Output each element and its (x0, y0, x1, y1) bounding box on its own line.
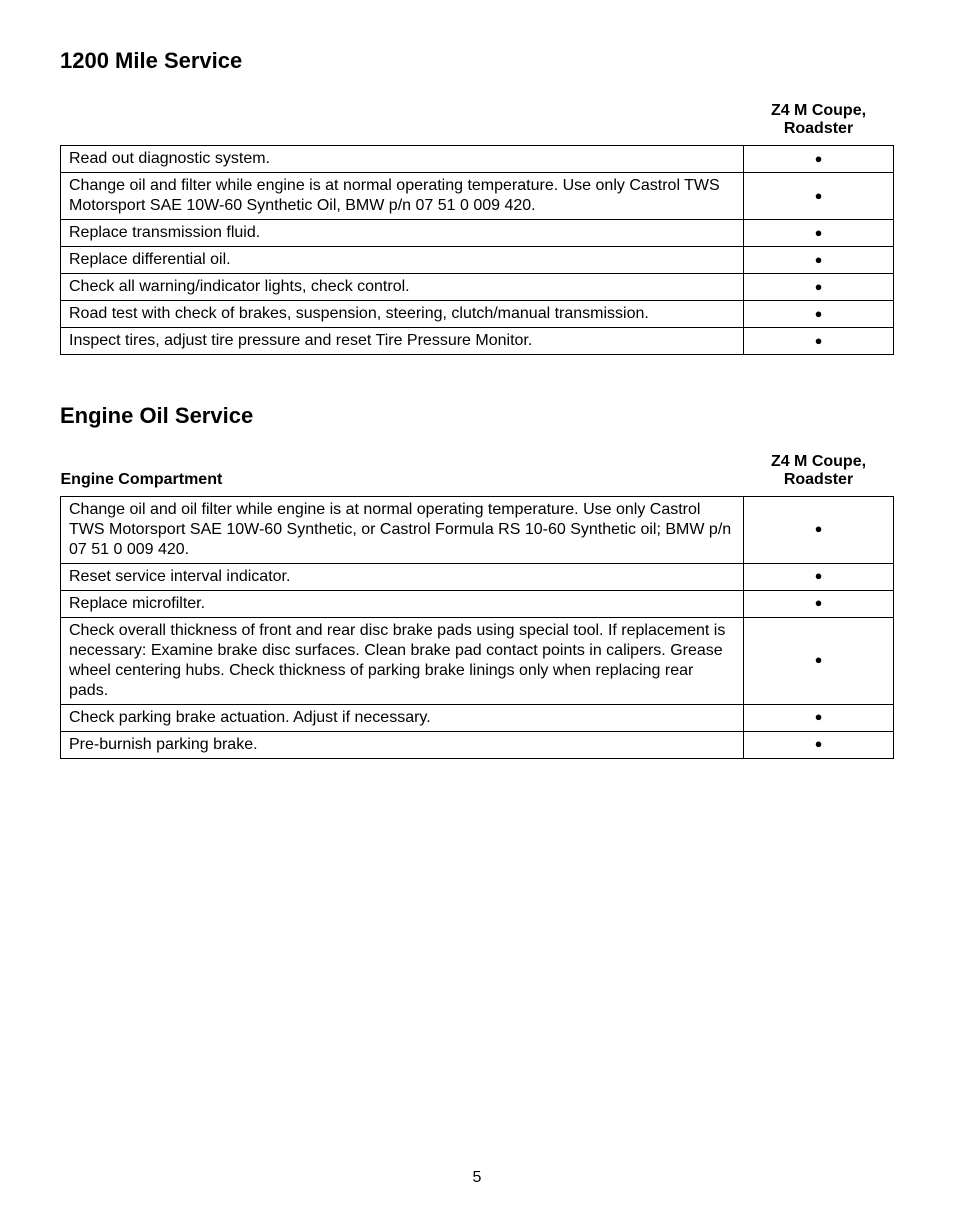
row-mark: ● (744, 300, 894, 327)
row-item: Road test with check of brakes, suspensi… (61, 300, 744, 327)
table-row: Check parking brake actuation. Adjust if… (61, 704, 894, 731)
row-mark: ● (744, 145, 894, 172)
row-mark: ● (744, 327, 894, 354)
row-mark: ● (744, 617, 894, 704)
row-mark: ● (744, 496, 894, 563)
section1-table: Z4 M Coupe,Roadster Read out diagnostic … (60, 98, 894, 355)
table-row: Check overall thickness of front and rea… (61, 617, 894, 704)
section1-header-col: Z4 M Coupe,Roadster (744, 98, 894, 145)
row-item: Reset service interval indicator. (61, 563, 744, 590)
row-item: Read out diagnostic system. (61, 145, 744, 172)
table-row: Road test with check of brakes, suspensi… (61, 300, 894, 327)
row-mark: ● (744, 172, 894, 219)
row-item: Replace differential oil. (61, 246, 744, 273)
row-item: Check parking brake actuation. Adjust if… (61, 704, 744, 731)
row-mark: ● (744, 219, 894, 246)
row-mark: ● (744, 731, 894, 758)
row-item: Replace transmission fluid. (61, 219, 744, 246)
row-item: Inspect tires, adjust tire pressure and … (61, 327, 744, 354)
section2-subheader-left: Engine Compartment (61, 449, 744, 496)
section2-table: Engine Compartment Z4 M Coupe,Roadster C… (60, 449, 894, 759)
table-row: Change oil and filter while engine is at… (61, 172, 894, 219)
row-item: Change oil and oil filter while engine i… (61, 496, 744, 563)
section1-header-left (61, 98, 744, 145)
table-row: Replace transmission fluid. ● (61, 219, 894, 246)
row-mark: ● (744, 704, 894, 731)
engine-compartment-label: Engine Compartment (61, 471, 223, 488)
row-mark: ● (744, 246, 894, 273)
row-mark: ● (744, 590, 894, 617)
table-row: Check all warning/indicator lights, chec… (61, 273, 894, 300)
page-number: 5 (0, 1169, 954, 1187)
table-row: Reset service interval indicator. ● (61, 563, 894, 590)
section1-title: 1200 Mile Service (60, 48, 894, 74)
row-item: Change oil and filter while engine is at… (61, 172, 744, 219)
table-row: Replace differential oil. ● (61, 246, 894, 273)
section2-header-col: Z4 M Coupe,Roadster (744, 449, 894, 496)
table-row: Change oil and oil filter while engine i… (61, 496, 894, 563)
row-item: Check overall thickness of front and rea… (61, 617, 744, 704)
table-row: Pre-burnish parking brake. ● (61, 731, 894, 758)
table-row: Replace microfilter. ● (61, 590, 894, 617)
table-row: Inspect tires, adjust tire pressure and … (61, 327, 894, 354)
row-mark: ● (744, 273, 894, 300)
row-item: Pre-burnish parking brake. (61, 731, 744, 758)
row-mark: ● (744, 563, 894, 590)
table-row: Read out diagnostic system. ● (61, 145, 894, 172)
row-item: Check all warning/indicator lights, chec… (61, 273, 744, 300)
row-item: Replace microfilter. (61, 590, 744, 617)
section2-title: Engine Oil Service (60, 403, 894, 429)
